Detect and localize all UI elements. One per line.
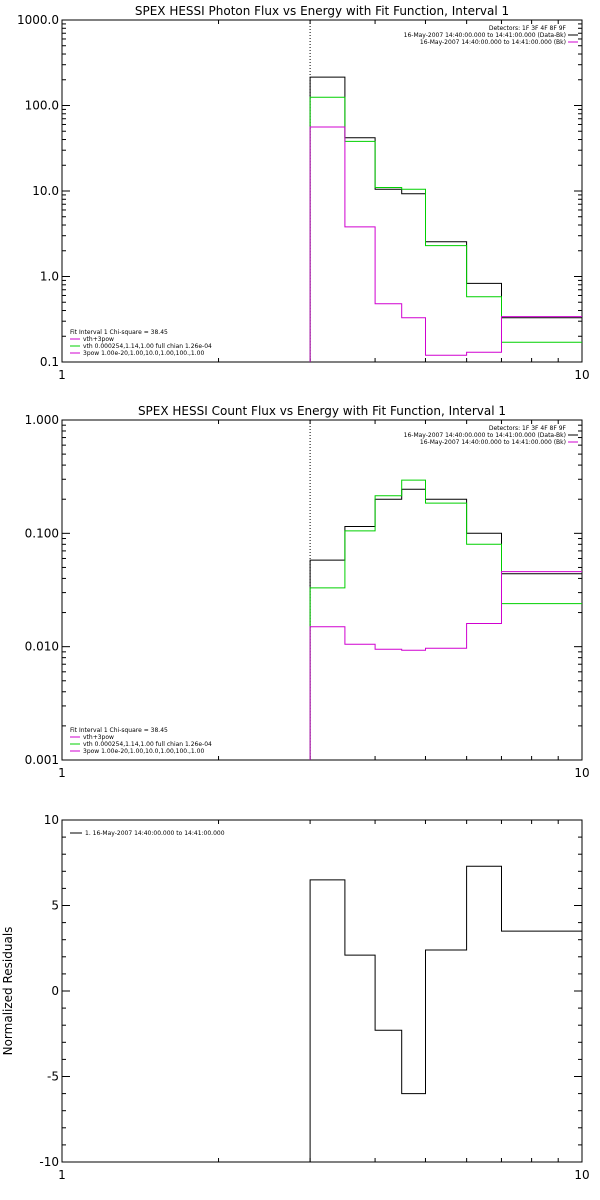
legend-text: Fit Interval 1 Chi-square = 38.45 (70, 727, 168, 734)
legend-text: Detectors: 1F 3F 4F 8F 9F (489, 25, 567, 32)
legend-text: 16-May-2007 14:40:00.000 to 14:41:00.000… (420, 39, 566, 46)
y-tick-label: 1.000 (25, 413, 59, 427)
y-tick-label: 0.100 (25, 526, 59, 540)
y-axis-label: Normalized Residuals (1, 927, 15, 1056)
x-tick-label: 10 (574, 1168, 589, 1182)
histogram-series-2 (309, 479, 582, 760)
y-tick-label: 100.0 (25, 99, 59, 113)
y-tick-label: 10.0 (32, 184, 59, 198)
plot-title-1: SPEX HESSI Photon Flux vs Energy with Fi… (135, 4, 509, 18)
plot-frame-3 (61, 819, 583, 1163)
plot-frame-2 (61, 419, 583, 761)
histogram-series-1 (309, 488, 582, 760)
x-tick-label: 1 (58, 1168, 66, 1182)
y-tick-label: -10 (39, 1155, 59, 1169)
legend-text: 16-May-2007 14:40:00.000 to 14:41:00.000… (420, 439, 566, 446)
y-tick-label: 0 (51, 984, 59, 998)
legend-text: Detectors: 1F 3F 4F 8F 9F (489, 425, 567, 432)
x-tick-label: 10 (574, 368, 589, 382)
legend-text: vth+3pow (83, 336, 114, 343)
legend-text: 1. 16-May-2007 14:40:00.000 to 14:41:00.… (85, 830, 225, 837)
legend-text: 16-May-2007 14:40:00.000 to 14:41:00.000… (404, 32, 566, 39)
y-tick-label: 1000.0 (17, 13, 59, 27)
histogram-series-3 (309, 571, 582, 760)
y-tick-label: 10 (44, 813, 59, 827)
legend-text: 16-May-2007 14:40:00.000 to 14:41:00.000… (404, 432, 566, 439)
y-tick-label: -5 (47, 1070, 59, 1084)
legend-text: vth+3pow (83, 734, 114, 741)
y-tick-label: 0.010 (25, 640, 59, 654)
legend-text: Fit Interval 1 Chi-square = 38.45 (70, 329, 168, 336)
y-tick-label: 0.1 (40, 355, 59, 369)
x-tick-label: 1 (58, 368, 66, 382)
histogram-series-1 (309, 865, 582, 1162)
x-tick-label: 1 (58, 766, 66, 780)
y-tick-label: 0.001 (25, 753, 59, 767)
y-tick-label: 1.0 (40, 270, 59, 284)
legend-text: 3pow 1.00e-20,1.00,10.0,1.00,100.,1.00 (83, 748, 204, 755)
plot-frame-1 (61, 19, 583, 363)
histogram-series-2 (309, 96, 582, 362)
histogram-series-3 (309, 126, 582, 362)
legend-text: vth 0.000254,1.14,1.00 full chian 1.26e-… (83, 343, 212, 350)
legend-text: vth 0.000254,1.14,1.00 full chian 1.26e-… (83, 741, 212, 748)
x-tick-label: 10 (574, 766, 589, 780)
legend-text: 3pow 1.00e-20,1.00,10.0,1.00,100.,1.00 (83, 350, 204, 357)
plot-title-2: SPEX HESSI Count Flux vs Energy with Fit… (138, 404, 506, 418)
histogram-series-1 (309, 76, 582, 362)
y-tick-label: 5 (51, 899, 59, 913)
